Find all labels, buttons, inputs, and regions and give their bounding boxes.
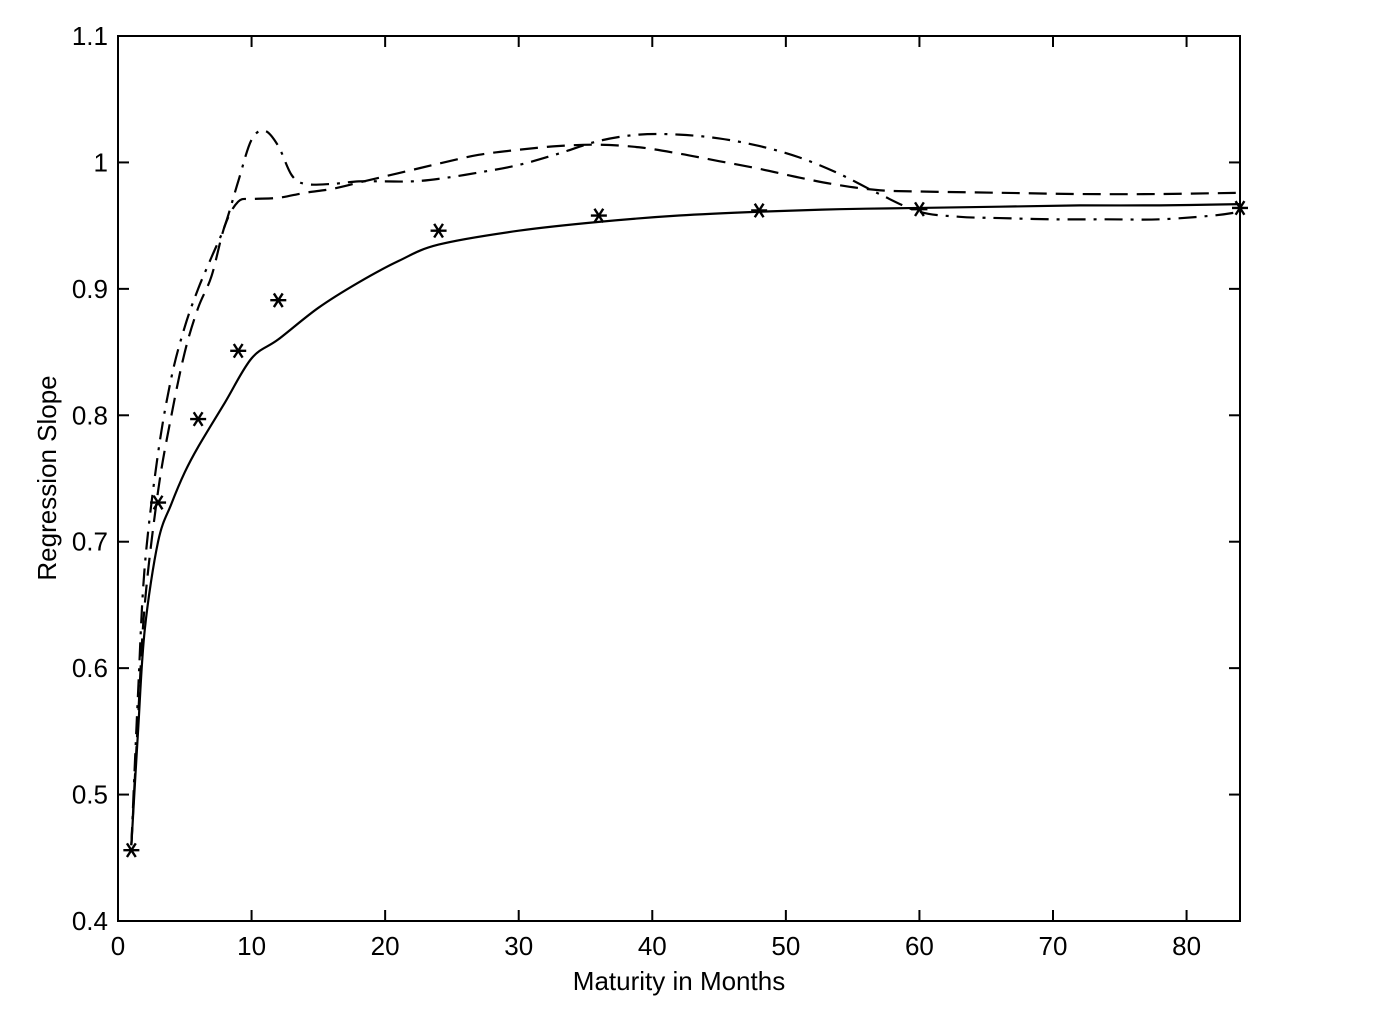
- series-line-solid: [130, 203, 1241, 846]
- y-tick-label: 0.6: [72, 653, 108, 683]
- y-tick-label: 1: [94, 147, 108, 177]
- data-point-asterisk: [270, 292, 287, 308]
- marker-stroke: [192, 411, 204, 427]
- marker-stroke: [1234, 200, 1246, 216]
- y-tick-label: 0.4: [72, 906, 108, 936]
- marker-stroke: [125, 842, 137, 858]
- x-tick-label: 70: [1039, 931, 1068, 961]
- data-point-asterisk: [590, 208, 607, 223]
- marker-stroke: [433, 223, 444, 239]
- marker-stroke: [232, 343, 244, 359]
- x-tick-label: 50: [771, 931, 800, 961]
- y-tick-label: 0.9: [72, 274, 108, 304]
- y-axis-label: Regression Slope: [32, 375, 62, 580]
- x-tick-label: 0: [111, 931, 125, 961]
- y-tick-label: 0.8: [72, 400, 108, 430]
- series-group: [123, 129, 1248, 858]
- marker-stroke: [914, 201, 925, 217]
- x-tick-label: 40: [638, 931, 667, 961]
- data-point-asterisk: [751, 203, 768, 218]
- data-point-asterisk: [430, 223, 447, 239]
- data-point-asterisk: [123, 842, 140, 858]
- y-tick-label: 1.1: [72, 21, 108, 51]
- y-tick-label: 0.5: [72, 780, 108, 810]
- series-line-dash-dot: [130, 129, 1241, 846]
- marker-stroke: [593, 208, 605, 223]
- x-tick-label: 80: [1172, 931, 1201, 961]
- data-point-asterisk: [1232, 200, 1248, 216]
- plot-frame: [117, 35, 1241, 922]
- data-point-asterisk: [190, 411, 207, 427]
- x-axis-label: Maturity in Months: [573, 966, 785, 996]
- axes-group: 0 10 20 30 40 50 60 70 80 0.4 0.5 0.6 0.7 0.8 0.9 1 1.1: [72, 21, 1241, 961]
- data-point-asterisk: [150, 495, 167, 510]
- x-tick-label: 10: [237, 931, 266, 961]
- x-tick-label: 60: [905, 931, 934, 961]
- y-tick-label: 0.7: [72, 527, 108, 557]
- data-point-asterisk: [911, 201, 928, 217]
- x-tick-label: 20: [371, 931, 400, 961]
- series-line-dashed: [130, 143, 1241, 846]
- x-tick-label: 30: [504, 931, 533, 961]
- data-point-asterisk: [230, 343, 247, 359]
- marker-stroke: [272, 292, 284, 308]
- marker-stroke: [152, 495, 164, 510]
- marker-stroke: [753, 203, 765, 218]
